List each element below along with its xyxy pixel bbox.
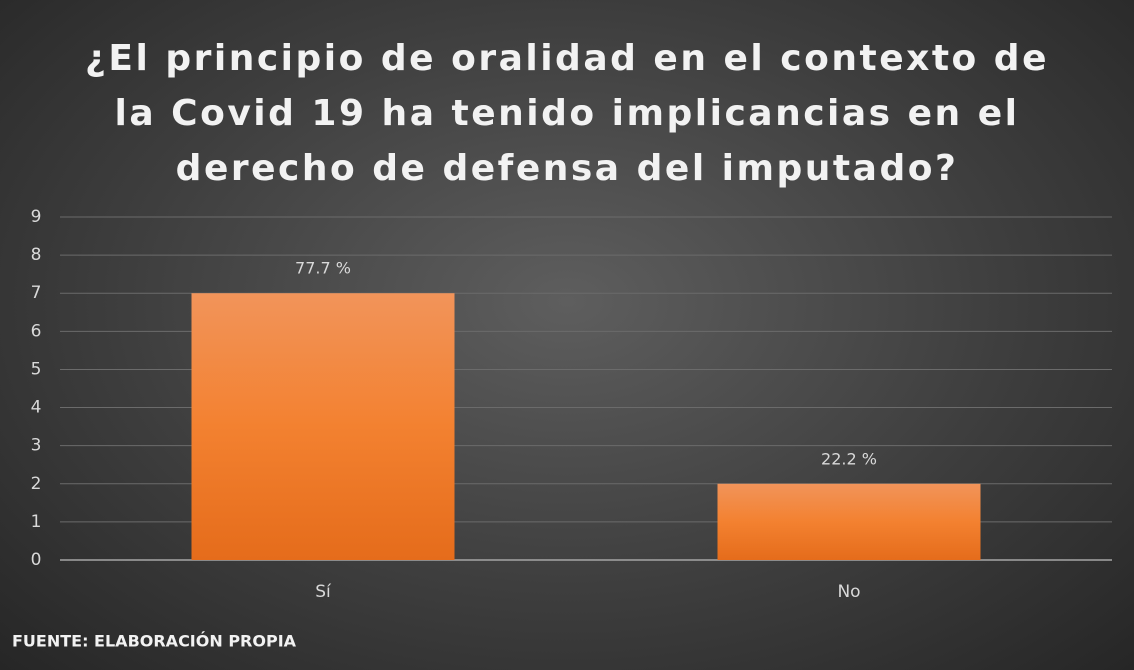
y-tick-label: 4	[31, 398, 42, 418]
y-tick-label: 7	[31, 283, 42, 303]
x-tick-label: Sí	[315, 582, 332, 602]
chart-title: derecho de defensa del imputado?	[176, 148, 959, 189]
y-tick-label: 1	[31, 512, 42, 532]
bar	[191, 293, 455, 560]
bar-annotation: 22.2 %	[821, 449, 877, 468]
bar	[717, 483, 981, 560]
chart-title: ¿El principio de oralidad en el contexto…	[85, 38, 1049, 79]
chart-title: la Covid 19 ha tenido implicancias en el	[115, 93, 1020, 134]
x-tick-label: No	[837, 582, 860, 602]
y-tick-label: 3	[31, 436, 42, 456]
y-tick-label: 6	[31, 321, 42, 341]
y-tick-label: 9	[31, 207, 42, 227]
y-tick-label: 8	[31, 245, 42, 265]
y-tick-label: 0	[31, 550, 42, 570]
y-tick-label: 5	[31, 359, 42, 379]
bar-annotation: 77.7 %	[295, 259, 351, 278]
source-note: FUENTE: ELABORACIÓN PROPIA	[12, 632, 297, 651]
y-tick-label: 2	[31, 474, 42, 494]
